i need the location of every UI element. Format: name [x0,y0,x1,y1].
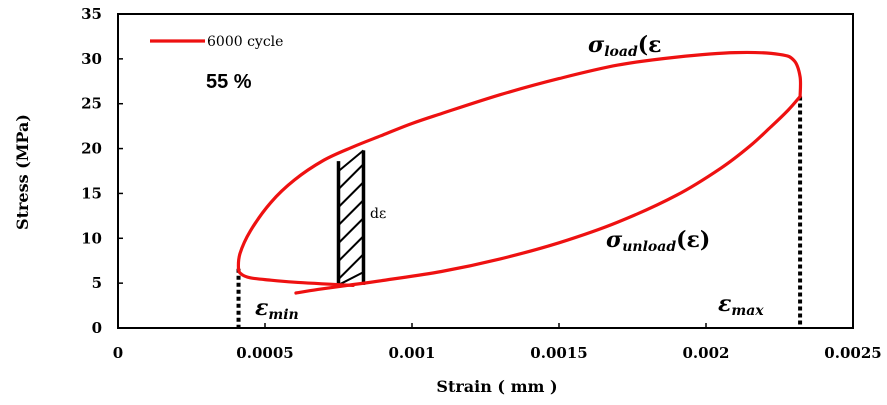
y-tick-label: 5 [92,274,102,292]
x-tick-label: 0.0015 [530,344,587,362]
d-epsilon-label: dε [370,206,386,222]
y-tick-label: 0 [92,319,102,337]
sigma-load-label: σload(ε [588,32,662,60]
strip-hatch-line [337,149,365,172]
strip-hatch-line [337,199,365,226]
strip-hatch-line [337,253,365,280]
eps-max-label: εmax [718,291,764,319]
series-6000-cycle-loading [294,94,802,295]
x-tick-label: 0.001 [389,344,436,362]
sigma-unload-label: σunload(ε) [606,227,710,255]
x-tick-label: 0.002 [683,344,730,362]
x-axis-title: Strain ( mm ) [436,377,557,396]
strip-hatch-line [337,217,365,244]
y-tick-label: 15 [81,184,102,202]
x-tick-label: 0.0005 [236,344,293,362]
x-axis-ticks: 0 0.0005 0.001 0.0015 0.002 0.0025 [113,323,882,362]
x-tick-label: 0 [113,344,123,362]
y-axis-title: Stress (MPa) [13,114,32,230]
series-6000-cycle-unloading [236,50,803,287]
percent-annotation: 55 % [206,71,252,93]
y-tick-label: 35 [81,5,102,23]
strip-hatch-line [337,181,365,208]
x-tick-label: 0.0025 [824,344,881,362]
y-tick-label: 25 [81,95,102,113]
strip-hatch-line [337,163,365,190]
y-tick-label: 20 [81,140,102,158]
strip-hatch-line [338,271,364,286]
y-axis-ticks: 0 5 10 15 20 25 30 35 [81,5,123,337]
d-epsilon-strip [336,149,366,286]
y-tick-label: 30 [81,50,102,68]
legend: 6000 cycle [150,34,283,50]
eps-min-label: εmin [255,295,299,323]
legend-label: 6000 cycle [207,34,283,50]
plot-frame [117,13,854,329]
y-tick-label: 10 [81,229,102,247]
strip-hatch-line [337,235,365,262]
